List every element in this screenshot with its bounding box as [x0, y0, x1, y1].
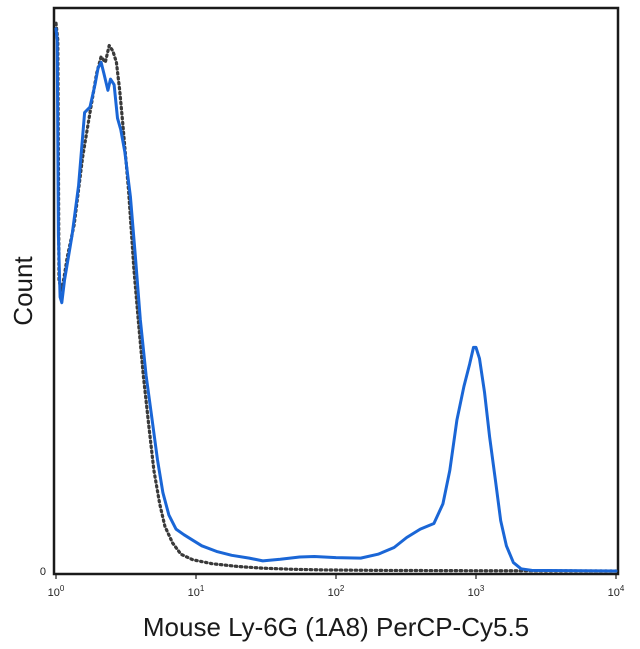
x-tick-label: 102 — [328, 584, 345, 599]
series-layer — [54, 21, 618, 573]
x-tick-label: 104 — [608, 584, 625, 599]
series-line-ly-6g-1a8-percp-cy5-5 — [54, 27, 618, 573]
y-tick-label: 0 — [40, 566, 46, 578]
x-tick-label: 101 — [188, 584, 205, 599]
x-tick-label: 100 — [48, 584, 65, 599]
x-axis-title: Mouse Ly-6G (1A8) PerCP-Cy5.5 — [143, 612, 529, 642]
y-axis-title: Count — [8, 256, 38, 326]
x-axis-ticks: 100 101 102 103 104 — [48, 574, 625, 599]
x-tick-label: 103 — [468, 584, 485, 599]
y-axis-ticks: 0 — [40, 566, 46, 578]
